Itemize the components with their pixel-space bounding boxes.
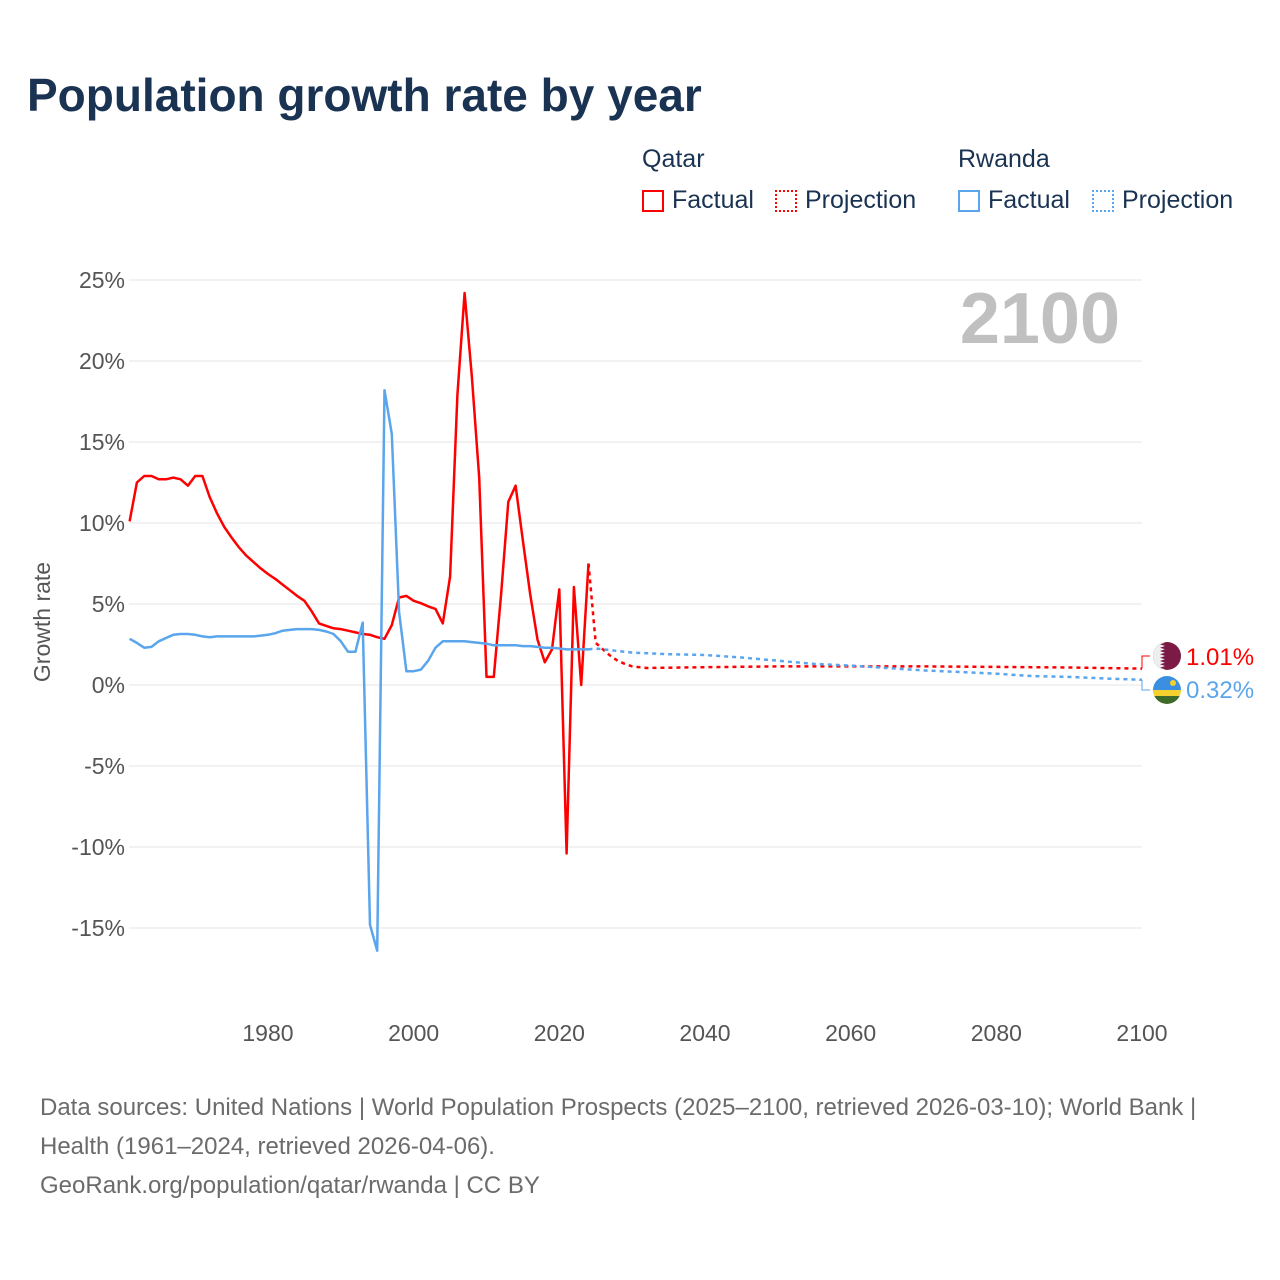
legend-rwanda-projection[interactable]: Projection: [1092, 186, 1233, 215]
rwanda-flag-icon: [1153, 676, 1181, 704]
qatar-projection-line: [587, 563, 1143, 670]
qatar-end-label: 1.01%: [1186, 644, 1254, 671]
x-tick-label: 2040: [679, 1020, 730, 1046]
qatar-flag-icon: [1153, 642, 1181, 670]
qatar-factual-line: [128, 291, 590, 855]
legend-rwanda-factual[interactable]: Factual: [958, 186, 1070, 215]
legend-label: Factual: [988, 186, 1070, 214]
legend-label: Factual: [672, 186, 754, 214]
legend-label: Projection: [1122, 186, 1234, 214]
y-tick-label: 5%: [92, 591, 125, 617]
y-tick-label: 10%: [79, 510, 125, 536]
rwanda-factual-line: [128, 388, 589, 952]
legend-qatar-factual[interactable]: Factual: [642, 186, 754, 215]
footer: Data sources: United Nations | World Pop…: [40, 1088, 1240, 1205]
legend-swatch-dotted: [775, 189, 797, 212]
y-tick-label: -15%: [71, 915, 125, 941]
chart-title: Population growth rate by year: [27, 69, 702, 121]
legend-group-rwanda: Rwanda: [958, 145, 1050, 173]
legend-label: Projection: [805, 186, 917, 214]
data-sources: Data sources: United Nations | World Pop…: [40, 1094, 1197, 1160]
legend-qatar-projection[interactable]: Projection: [775, 186, 916, 215]
y-axis-label: Growth rate: [29, 562, 55, 682]
x-tick-label: 2060: [825, 1020, 876, 1046]
year-label: 2100: [960, 279, 1120, 359]
x-tick-label: 1980: [242, 1020, 293, 1046]
y-tick-label: -10%: [71, 834, 125, 860]
y-tick-label: -5%: [84, 753, 125, 779]
legend-group-qatar: Qatar: [642, 145, 705, 173]
attribution-link[interactable]: GeoRank.org/population/qatar/rwanda | CC…: [40, 1172, 540, 1199]
legend-swatch-solid: [642, 189, 664, 212]
x-tick-label: 2020: [534, 1020, 585, 1046]
rwanda-connector: [1141, 679, 1150, 691]
line-chart: -15% -10% -5% 0% 5% 10% 15% 20% 25% 1980 2000 2020 2…: [29, 267, 1254, 1046]
y-tick-label: 25%: [79, 267, 125, 293]
x-tick-label: 2080: [971, 1020, 1022, 1046]
legend-swatch-dotted: [1092, 189, 1114, 212]
rwanda-projection-line: [588, 647, 1143, 682]
y-tick-label: 0%: [92, 672, 125, 698]
y-tick-label: 15%: [79, 429, 125, 455]
x-tick-label: 2100: [1116, 1020, 1167, 1046]
y-tick-label: 20%: [79, 348, 125, 374]
legend-swatch-solid: [958, 189, 980, 212]
rwanda-end-label: 0.32%: [1186, 677, 1254, 704]
qatar-connector: [1141, 655, 1150, 669]
x-tick-label: 2000: [388, 1020, 439, 1046]
